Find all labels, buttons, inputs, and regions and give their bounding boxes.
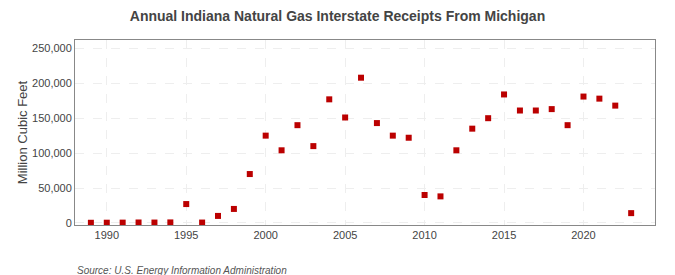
svg-text:Million Cubic Feet: Million Cubic Feet [15,80,30,184]
svg-text:250,000: 250,000 [32,42,72,54]
svg-text:100,000: 100,000 [32,147,72,159]
svg-text:2015: 2015 [492,229,516,241]
svg-text:1990: 1990 [95,229,119,241]
svg-text:50,000: 50,000 [38,182,72,194]
svg-text:200,000: 200,000 [32,77,72,89]
svg-text:Source: U.S. Energy Informatio: Source: U.S. Energy Information Administ… [77,265,287,275]
svg-text:0: 0 [66,217,72,229]
svg-text:Annual Indiana Natural Gas Int: Annual Indiana Natural Gas Interstate Re… [130,8,545,24]
svg-text:1995: 1995 [174,229,198,241]
svg-text:2000: 2000 [253,229,277,241]
svg-text:150,000: 150,000 [32,112,72,124]
svg-text:2010: 2010 [412,229,436,241]
svg-text:2005: 2005 [333,229,357,241]
svg-text:2020: 2020 [571,229,595,241]
